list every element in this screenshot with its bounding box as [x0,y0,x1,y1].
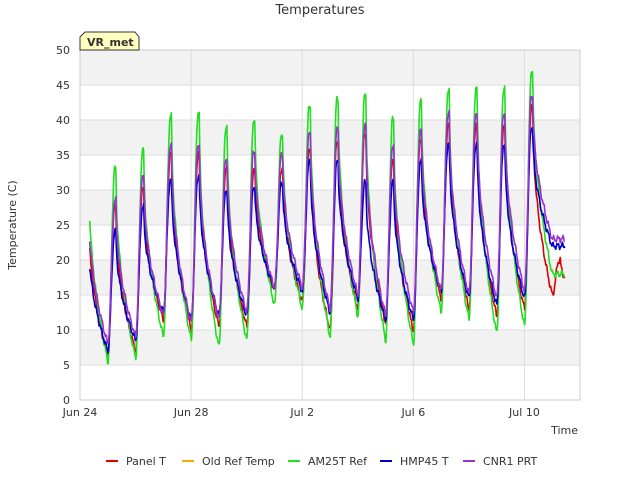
legend-label-hmp45-t: HMP45 T [400,455,449,468]
y-tick-label: 0 [63,394,70,407]
y-tick-label: 30 [56,184,70,197]
x-axis-label: Time [550,424,578,437]
plot-band [80,120,580,155]
x-tick-label: Jun 28 [173,406,209,419]
series-lines [88,70,566,365]
y-tick-label: 15 [56,289,70,302]
x-tick-label: Jul 2 [289,406,314,419]
y-tick-label: 50 [56,44,70,57]
y-tick-label: 40 [56,114,70,127]
y-tick-label: 5 [63,359,70,372]
plot-band [80,50,580,85]
plot-band [80,260,580,295]
legend-label-old-ref-temp: Old Ref Temp [202,455,275,468]
legend: Panel T Old Ref Temp AM25T Ref HMP45 T CNR1 … [106,455,538,468]
x-tick-label: Jun 24 [62,406,98,419]
y-tick-label: 20 [56,254,70,267]
legend-label-panel-t: Panel T [126,455,166,468]
plot-frame [79,49,581,401]
y-tick-label: 35 [56,149,70,162]
site-badge: VR_met [79,31,140,51]
plot-band [80,190,580,225]
x-tick-label: Jul 6 [400,406,425,419]
legend-label-am25t-ref: AM25T Ref [308,455,368,468]
y-tick-label: 10 [56,324,70,337]
plot-background-bands [80,50,580,365]
chart-title: Temperatures [274,3,364,18]
x-tick-label: Jul 10 [508,406,540,419]
y-axis-label: Temperature (C) [6,180,19,270]
y-tick-label: 45 [56,79,70,92]
x-axis-ticks: Jun 24 Jun 28 Jul 2 Jul 6 Jul 10 [62,406,540,419]
site-badge-label: VR_met [87,36,134,49]
y-tick-label: 25 [56,219,70,232]
y-axis-ticks: 0 5 10 15 20 25 30 35 40 45 50 [56,44,70,407]
series-line-hmp45-t [88,127,566,354]
series-line-cnr1-prt [88,95,566,345]
legend-label-cnr1-prt: CNR1 PRT [483,455,538,468]
